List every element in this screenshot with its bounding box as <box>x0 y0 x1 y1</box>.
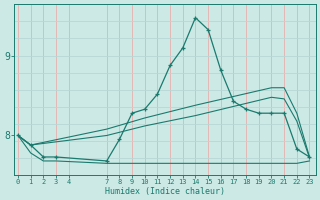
X-axis label: Humidex (Indice chaleur): Humidex (Indice chaleur) <box>105 187 225 196</box>
